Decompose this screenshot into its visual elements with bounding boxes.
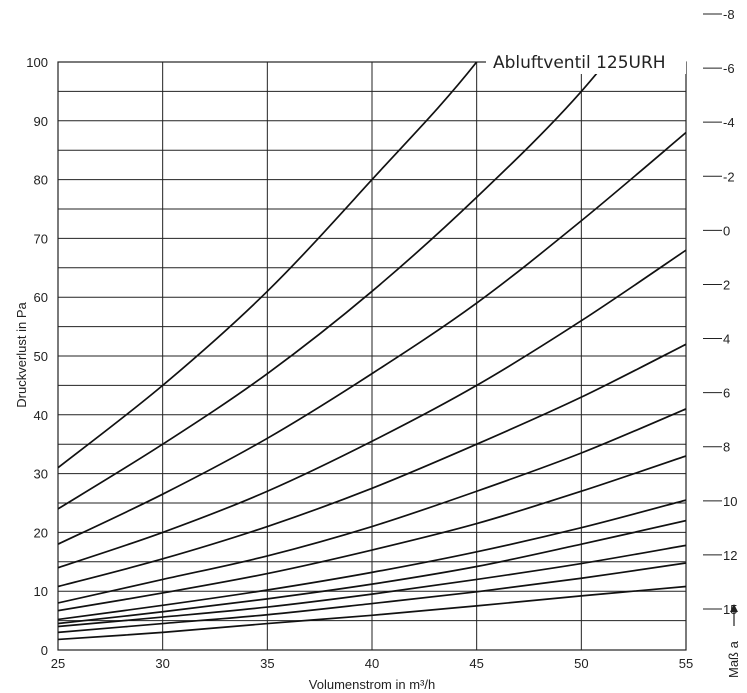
mass-label: 4 [723, 332, 730, 347]
y-tick-labels: 0 10 20 30 40 50 60 70 80 90 100 [26, 55, 48, 658]
y-tick-label: 10 [34, 584, 48, 599]
mass-reference-lines [703, 13, 722, 610]
x-tick-label: 35 [260, 656, 274, 671]
series-lines [58, 62, 686, 641]
y-tick-label: 50 [34, 349, 48, 364]
mass-label: -4 [723, 115, 735, 130]
y-axis-label: Druckverlust in Pa [14, 301, 29, 407]
y-tick-label: 40 [34, 408, 48, 423]
mass-label: 10 [723, 494, 737, 509]
series-line-mass-12 [58, 562, 686, 634]
series-line-mass-0 [58, 343, 686, 588]
title-background [486, 50, 686, 74]
x-tick-label: 40 [365, 656, 379, 671]
mass-label: 8 [723, 440, 730, 455]
y-tick-label: 100 [26, 55, 48, 70]
x-tick-label: 55 [679, 656, 693, 671]
chart-title: Abluftventil 125URH [493, 53, 666, 73]
mass-label: -8 [723, 7, 735, 22]
x-tick-labels: 25 30 35 40 45 50 55 [51, 656, 693, 671]
mass-label: 0 [723, 223, 730, 238]
mass-label: 6 [723, 386, 730, 401]
x-tick-label: 25 [51, 656, 65, 671]
mass-label: 12 [723, 548, 737, 563]
series-line-mass--2 [58, 249, 686, 569]
series-line-mass-8 [58, 519, 686, 625]
x-tick-label: 45 [469, 656, 483, 671]
y-tick-label: 30 [34, 467, 48, 482]
series-line-mass--4 [58, 131, 686, 545]
series-line-mass-15 [58, 585, 686, 641]
series-line-mass-4 [58, 455, 686, 612]
series-line-mass--8 [58, 62, 478, 469]
x-tick-label: 50 [574, 656, 588, 671]
y-tick-label: 80 [34, 173, 48, 188]
series-line-mass-2 [58, 408, 686, 604]
y-tick-label: 70 [34, 231, 48, 246]
y-tick-label: 0 [41, 643, 48, 658]
mass-label: -6 [723, 61, 735, 76]
x-axis-label: Volumenstrom in m³/h [309, 677, 435, 692]
right-axis-label: Maß a [726, 640, 741, 678]
arrow-up-icon [730, 604, 738, 612]
series-line-mass-6 [58, 499, 686, 621]
right-axis-label-group: Maß a [726, 604, 741, 678]
mass-label: 2 [723, 277, 730, 292]
series-line-mass--6 [58, 62, 608, 510]
y-tick-label: 90 [34, 114, 48, 129]
mass-label: -2 [723, 169, 735, 184]
y-tick-label: 20 [34, 525, 48, 540]
series-line-mass-10 [58, 544, 686, 628]
x-tick-label: 30 [155, 656, 169, 671]
y-tick-label: 60 [34, 290, 48, 305]
